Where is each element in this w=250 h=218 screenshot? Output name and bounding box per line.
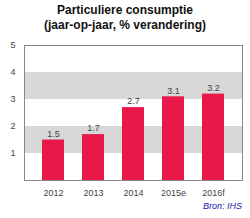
svg-text:1.5: 1.5 xyxy=(47,129,60,139)
html-text:Particuliere consumptie: Particuliere consumptie xyxy=(57,3,193,17)
svg-text:2: 2 xyxy=(10,121,15,131)
svg-text:3.2: 3.2 xyxy=(207,83,220,93)
svg-text:5: 5 xyxy=(10,40,15,50)
svg-text:2014: 2014 xyxy=(123,188,143,198)
svg-text:1.7: 1.7 xyxy=(87,123,100,133)
svg-text:2015e: 2015e xyxy=(161,188,186,198)
svg-text:2013: 2013 xyxy=(83,188,103,198)
html-text:Bron: IHS: Bron: IHS xyxy=(203,201,242,211)
svg-text:2.7: 2.7 xyxy=(127,96,140,106)
svg-text:3.1: 3.1 xyxy=(167,86,180,96)
svg-text:1: 1 xyxy=(10,148,15,158)
svg-text:2012: 2012 xyxy=(43,188,63,198)
svg-text:3: 3 xyxy=(10,94,15,104)
svg-text:2016f: 2016f xyxy=(202,188,225,198)
svg-text:4: 4 xyxy=(10,67,15,77)
html-text:(jaar-op-jaar, % verandering): (jaar-op-jaar, % verandering) xyxy=(44,18,206,32)
